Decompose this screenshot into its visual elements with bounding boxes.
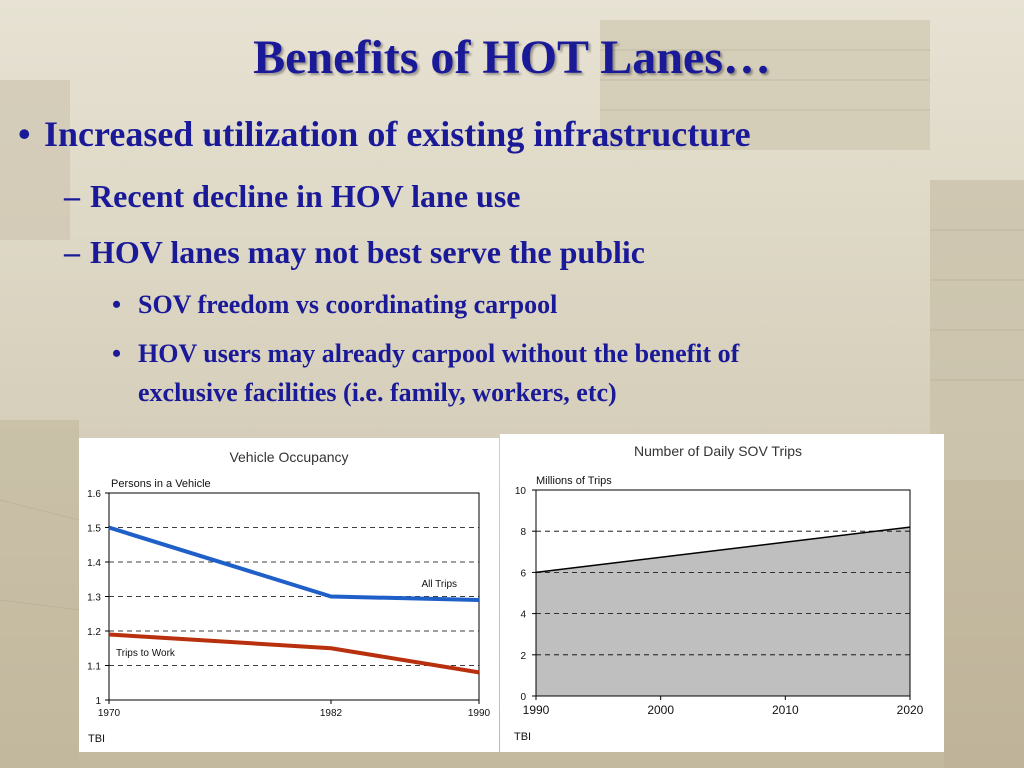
y-tick-label: 6 [520,568,526,579]
slide-title: Benefits of HOT Lanes… [253,31,771,84]
y-axis-label: Persons in a Vehicle [111,478,211,490]
bullet-marker: • [112,290,122,319]
source-label: TBI [514,731,531,743]
daily-sov-trips-svg: Number of Daily SOV Trips Millions of Tri… [514,443,924,743]
bullet-marker: • [18,114,31,154]
x-tick-label: 1990 [523,703,550,717]
y-tick-label: 8 [520,527,526,538]
bullet-level2: – Recent decline in HOV lane use [64,178,521,215]
y-tick-label: 10 [515,486,527,497]
bullet-text: SOV freedom vs coordinating carpool [138,290,558,319]
chart-title: Number of Daily SOV Trips [634,443,802,459]
y-axis-label: Millions of Trips [536,475,612,487]
series-label-trips-to-work: Trips to Work [116,648,176,659]
x-tick-label: 1982 [320,708,343,719]
bullet-level3: • SOV freedom vs coordinating carpool [112,290,557,320]
source-label: TBI [88,733,105,745]
y-tick-label: 1.2 [87,627,101,638]
chart-title: Vehicle Occupancy [229,449,348,465]
plot-frame [535,489,911,697]
y-tick-label: 2 [520,651,526,662]
bullet-marker: • [112,339,122,368]
y-tick-label: 1 [95,696,101,707]
x-tick-label: 1970 [98,708,121,719]
x-tick-label: 2020 [897,703,924,717]
bullet-text: HOV users may already carpool without th… [138,339,740,368]
bullet-marker: – [64,178,80,214]
y-tick-label: 1.1 [87,662,101,673]
series-line-all-trips [108,525,480,602]
x-tick-label: 2000 [647,703,674,717]
series-area [536,527,910,696]
bullet-level2: – HOV lanes may not best serve the public [64,234,645,271]
x-tick-label: 2010 [772,703,799,717]
bullet-continuation: exclusive facilities (i.e. family, worke… [138,378,617,408]
y-tick-label: 0 [520,692,526,703]
x-tick-label: 1990 [468,708,491,719]
y-tick-label: 1.3 [87,593,101,604]
vehicle-occupancy-svg: Vehicle Occupancy Persons in a Vehicle 1 1.… [87,449,491,745]
bullet-level3: • HOV users may already carpool without t… [112,339,739,369]
bullet-level1: • Increased utilization of existing infra… [18,113,751,155]
series-label-all-trips: All Trips [421,579,457,590]
y-tick-label: 4 [520,610,526,621]
y-tick-label: 1.4 [87,558,101,569]
bullet-text: HOV lanes may not best serve the public [90,234,645,270]
bullet-text: Increased utilization of existing infras… [44,114,751,154]
bullet-text: exclusive facilities (i.e. family, worke… [138,378,617,407]
bullet-text: Recent decline in HOV lane use [90,178,521,214]
series-line [535,526,911,574]
daily-sov-trips-chart: Number of Daily SOV Trips Millions of Tri… [500,434,944,752]
vehicle-occupancy-chart: Vehicle Occupancy Persons in a Vehicle 1 1.… [79,438,499,752]
series-line-trips-to-work [108,632,480,675]
y-tick-label: 1.5 [87,524,101,535]
bullet-marker: – [64,234,80,270]
y-tick-label: 1.6 [87,489,101,500]
